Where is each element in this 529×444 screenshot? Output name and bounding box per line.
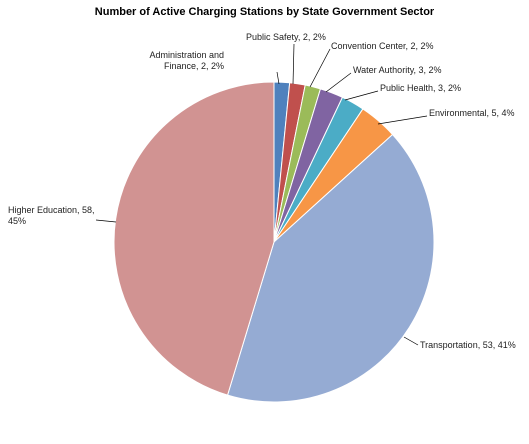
slice-label-line: Finance, 2, 2%	[164, 61, 224, 71]
leader-line	[325, 72, 352, 93]
chart-title: Number of Active Charging Stations by St…	[94, 6, 435, 18]
slice-label-water-authority: Water Authority, 3, 2%	[353, 65, 442, 75]
pie-slice-transportation	[226, 133, 435, 403]
slice-label-line: Administration and	[149, 50, 224, 60]
slice-label-line: Public Safety, 2, 2%	[246, 32, 326, 42]
leader-line	[276, 71, 280, 85]
slice-label-environmental: Environmental, 5, 4%	[429, 108, 515, 118]
leader-line	[344, 90, 379, 101]
slice-label-transportation: Transportation, 53, 41%	[420, 340, 516, 350]
slice-label-line: Higher Education, 58,	[8, 205, 95, 215]
leader-line	[377, 115, 428, 125]
slice-label-public-health: Public Health, 3, 2%	[380, 83, 461, 93]
slice-label-convention-center: Convention Center, 2, 2%	[331, 41, 434, 51]
slice-label-line: Transportation, 53, 41%	[420, 340, 516, 350]
slice-label-line: Public Health, 3, 2%	[380, 83, 461, 93]
slice-label-line: Convention Center, 2, 2%	[331, 41, 434, 51]
slice-label-line: Water Authority, 3, 2%	[353, 65, 442, 75]
leader-line	[403, 336, 419, 346]
pie-slice-higher-education	[113, 81, 275, 396]
slice-label-higher-education: Higher Education, 58, 45%	[8, 205, 95, 226]
leader-line	[95, 219, 117, 223]
slice-label-line: 45%	[8, 216, 26, 226]
leader-line	[309, 48, 331, 88]
slice-label-line: Environmental, 5, 4%	[429, 108, 515, 118]
slice-label-administration-and-finance: Administration and Finance, 2, 2%	[149, 50, 224, 71]
slice-label-public-safety: Public Safety, 2, 2%	[246, 32, 326, 42]
leader-line	[292, 43, 295, 85]
